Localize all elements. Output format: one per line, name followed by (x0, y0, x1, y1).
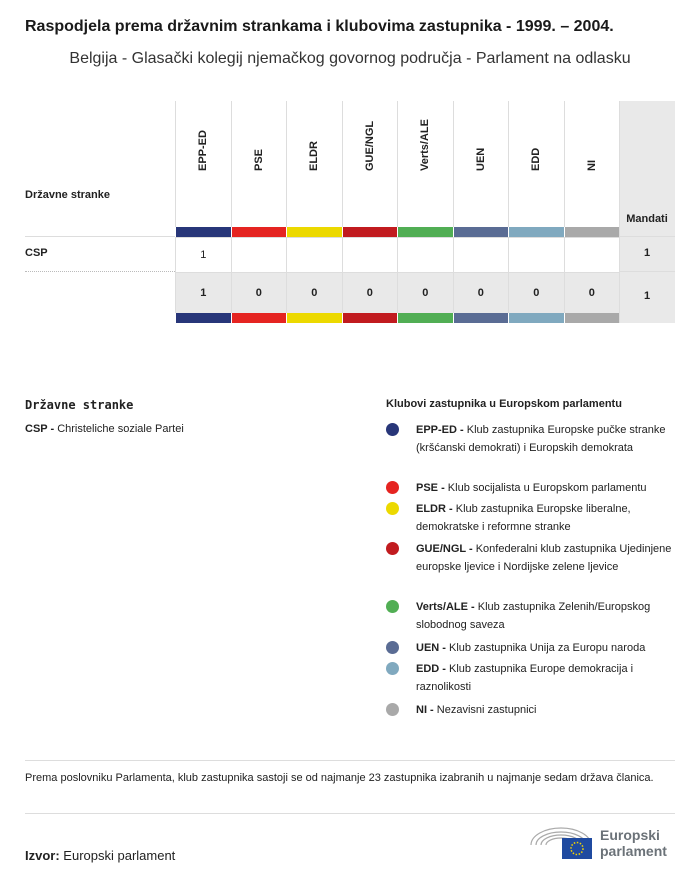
party-row-label: CSP (25, 247, 48, 259)
group-color-bar (341, 227, 397, 237)
group-legend-item: NI - Nezavisni zastupnici (386, 701, 676, 719)
color-dot-icon (386, 423, 399, 436)
color-dot-icon (386, 542, 399, 555)
group-color-bar (175, 313, 231, 323)
european-parliament-logo (528, 823, 594, 866)
column-header: ELDR (286, 101, 342, 227)
groups-legend-heading: Klubovi zastupnika u Europskom parlament… (386, 398, 622, 410)
parties-legend-heading: Državne stranke (25, 398, 134, 412)
seat-cell (230, 237, 286, 272)
total-cell: 0 (452, 272, 508, 313)
group-color-bar (286, 313, 342, 323)
hemicycle-icon (530, 827, 592, 859)
group-color-bar (563, 227, 619, 237)
group-color-bar (452, 313, 508, 323)
column-header: Verts/ALE (397, 101, 453, 227)
seat-cell: 1 (175, 237, 231, 272)
group-color-bar (286, 227, 342, 237)
row-header: Državne stranke (25, 189, 110, 201)
group-color-bar (230, 313, 286, 323)
group-color-bar (341, 313, 397, 323)
color-dot-icon (386, 662, 399, 675)
group-legend-item: Verts/ALE - Klub zastupnika Zelenih/Euro… (386, 598, 676, 634)
total-cell: 0 (397, 272, 453, 313)
party-legend-item: CSP - Christeliche soziale Partei (25, 423, 184, 435)
column-header: EDD (508, 101, 564, 227)
total-cell: 0 (563, 272, 619, 313)
seat-cell (286, 237, 342, 272)
group-color-bar (397, 313, 453, 323)
color-dot-icon (386, 641, 399, 654)
grand-total: 1 (643, 290, 651, 302)
column-header: NI (563, 101, 620, 227)
row-total: 1 (643, 247, 651, 259)
color-dot-icon (386, 502, 399, 515)
column-header: EPP-ED (175, 101, 231, 227)
page-title: Raspodjela prema državnim strankama i kl… (25, 18, 614, 35)
color-dot-icon (386, 600, 399, 613)
seat-cell (341, 237, 397, 272)
group-color-bar (508, 313, 564, 323)
seat-cell (397, 237, 453, 272)
group-color-bar (508, 227, 564, 237)
group-legend-item: EDD - Klub zastupnika Europe demokracija… (386, 660, 676, 696)
group-legend-item: EPP-ED - Klub zastupnika Europske pučke … (386, 421, 676, 457)
total-cell: 1 (175, 272, 231, 313)
group-legend-item: PSE - Klub socijalista u Europskom parla… (386, 479, 676, 497)
color-dot-icon (386, 481, 399, 494)
group-color-bar (563, 313, 619, 323)
group-color-bar (397, 227, 453, 237)
logo-text: Europski parlament (600, 827, 667, 859)
group-legend-item: GUE/NGL - Konfederalni klub zastupnika U… (386, 540, 676, 576)
page-subtitle: Belgija - Glasački kolegij njemačkog gov… (69, 50, 631, 67)
total-cell: 0 (508, 272, 564, 313)
group-color-bar (230, 227, 286, 237)
footnote: Prema poslovniku Parlamenta, klub zastup… (25, 772, 654, 784)
column-header: PSE (230, 101, 287, 227)
mandati-header: Mandati (626, 213, 668, 225)
total-cell: 0 (230, 272, 286, 313)
total-cell: 0 (341, 272, 397, 313)
seat-cell (452, 237, 508, 272)
seat-cell (563, 237, 619, 272)
column-header: GUE/NGL (341, 101, 398, 227)
color-dot-icon (386, 703, 399, 716)
group-legend-item: UEN - Klub zastupnika Unija za Europu na… (386, 639, 676, 657)
group-color-bar (175, 227, 231, 237)
source: Izvor: Europski parlament (25, 848, 176, 863)
total-cell: 0 (286, 272, 342, 313)
group-color-bar (452, 227, 508, 237)
seat-cell (508, 237, 564, 272)
column-header: UEN (452, 101, 509, 227)
group-legend-item: ELDR - Klub zastupnika Europske liberaln… (386, 500, 676, 536)
